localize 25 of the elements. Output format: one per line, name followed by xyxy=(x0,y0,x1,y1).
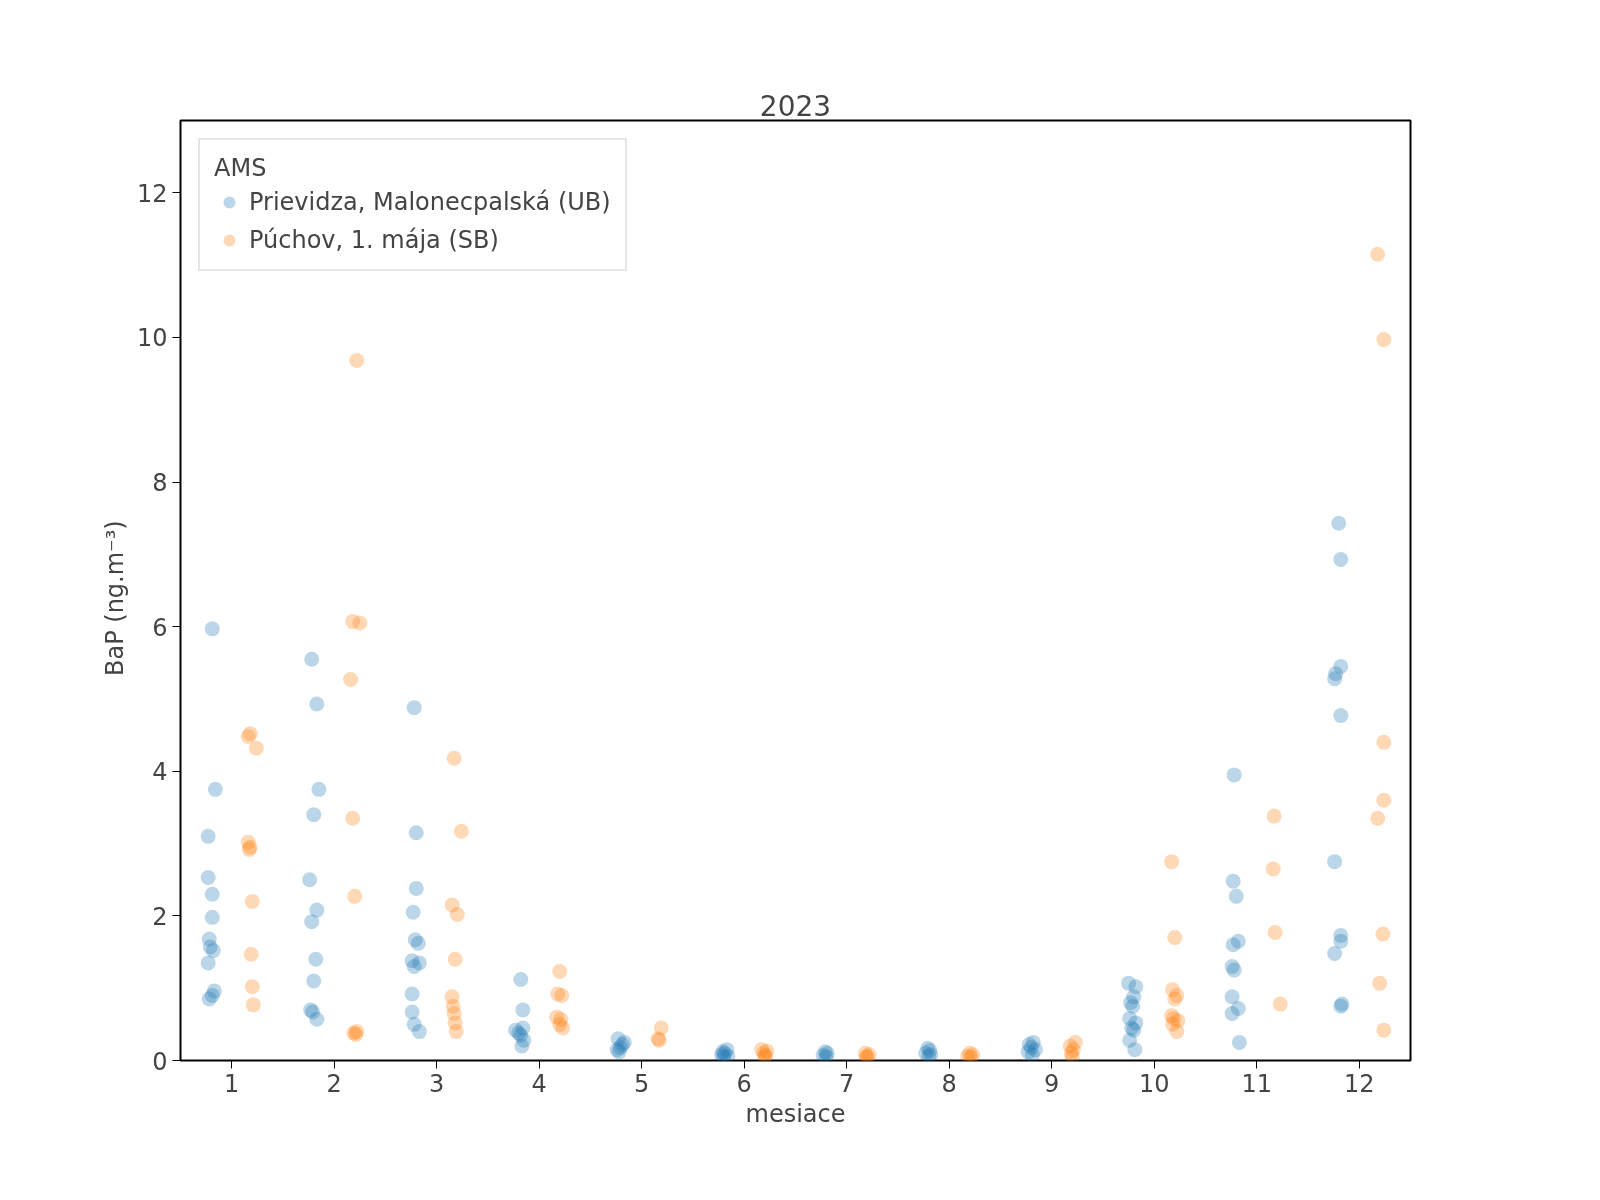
y-tick-label: 6 xyxy=(152,613,168,642)
y-tick-label: 10 xyxy=(136,324,168,353)
x-tick-label: 11 xyxy=(1241,1069,1273,1098)
chart-title: 2023 xyxy=(759,89,832,123)
x-tick-label: 4 xyxy=(531,1069,547,1098)
x-tick-label: 12 xyxy=(1343,1069,1375,1098)
x-tick-label: 5 xyxy=(634,1069,650,1098)
x-tick-label: 2 xyxy=(326,1069,342,1098)
x-tick-label: 6 xyxy=(736,1069,752,1098)
x-tick-label: 8 xyxy=(941,1069,957,1098)
x-tick-label: 9 xyxy=(1044,1069,1060,1098)
y-tick-label: 12 xyxy=(136,179,168,208)
y-tick-label: 8 xyxy=(152,469,168,498)
y-tick-label: 0 xyxy=(152,1047,168,1076)
x-tick-label: 1 xyxy=(224,1069,240,1098)
y-tick-label: 4 xyxy=(152,758,168,787)
x-axis-title: mesiace xyxy=(745,1099,846,1128)
y-tick-label: 2 xyxy=(152,902,168,931)
x-tick-label: 10 xyxy=(1138,1069,1170,1098)
y-axis-title: BaP (ng.m⁻³) xyxy=(100,520,129,676)
legend-title: AMS xyxy=(214,154,268,182)
legend-label: Púchov, 1. mája (SB) xyxy=(249,226,499,254)
legend-label: Prievidza, Malonecpalská (UB) xyxy=(249,188,611,216)
x-tick-label: 3 xyxy=(429,1069,445,1098)
x-tick-label: 7 xyxy=(839,1069,855,1098)
